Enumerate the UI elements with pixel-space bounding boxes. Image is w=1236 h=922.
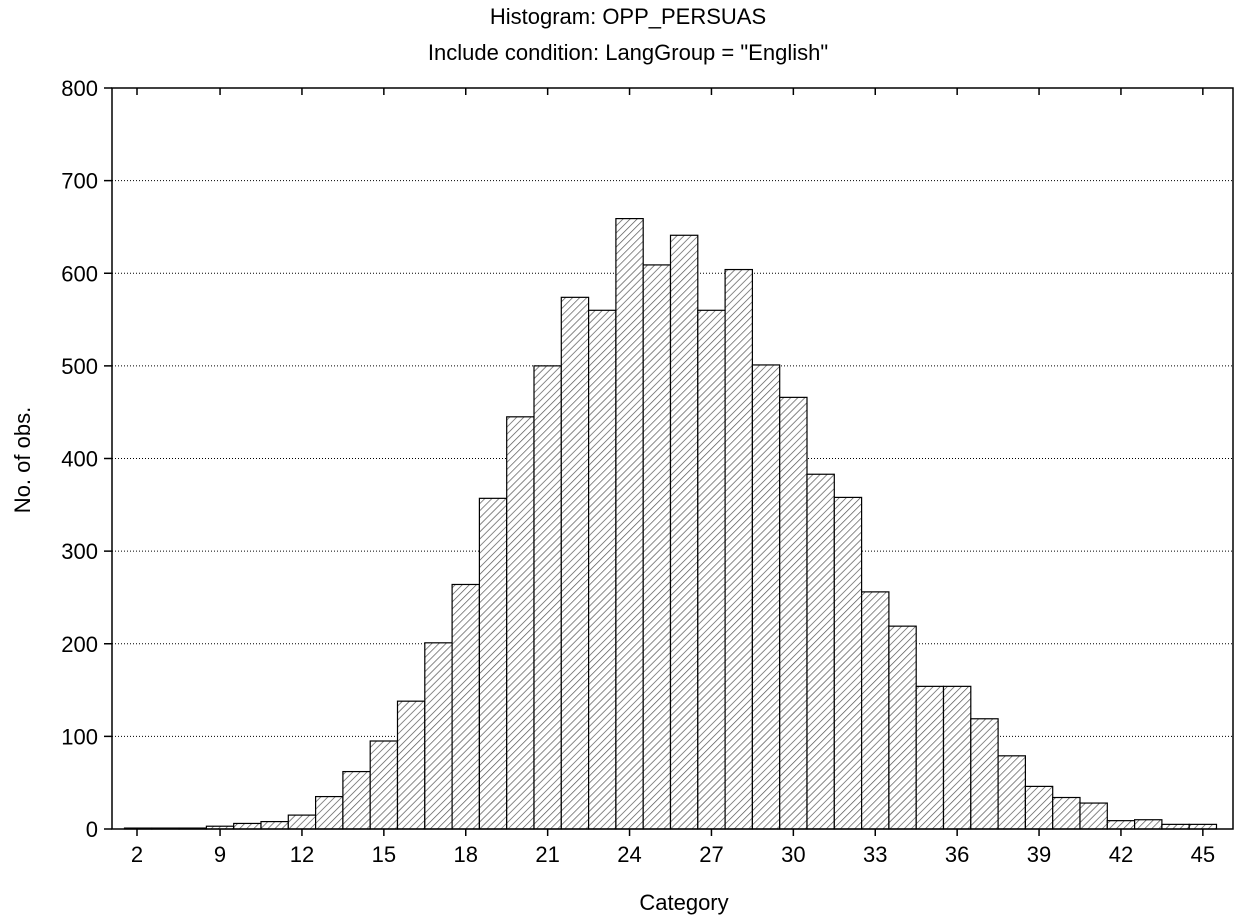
histogram-bar (888, 625, 917, 830)
histogram-bar (724, 268, 753, 830)
x-axis-ticks: 2 9 12 15 18 21 24 27 30 33 36 39 42 45 (131, 88, 1215, 867)
chart-title: Histogram: OPP_PERSUAS (490, 4, 766, 29)
x-tick-label: 18 (454, 842, 478, 867)
x-tick-label: 21 (535, 842, 559, 867)
histogram-bar (533, 365, 562, 830)
histogram-bar (642, 264, 672, 830)
y-axis-ticks: 0 100 200 300 400 500 600 700 800 (61, 76, 112, 842)
histogram-bar (315, 795, 344, 830)
histogram-bar (451, 583, 481, 830)
histogram-bar (233, 822, 262, 830)
y-axis-label: No. of obs. (10, 407, 35, 513)
histogram-bar (860, 591, 890, 830)
y-tick-label: 800 (61, 76, 98, 101)
histogram-bar (697, 309, 726, 830)
histogram-bar (615, 218, 644, 830)
x-tick-label: 36 (945, 842, 969, 867)
histogram-bar (970, 718, 999, 830)
x-tick-label: 12 (290, 842, 314, 867)
x-tick-label: 24 (617, 842, 641, 867)
x-tick-label: 2 (131, 842, 143, 867)
y-tick-label: 200 (61, 632, 98, 657)
x-axis-label: Category (639, 890, 728, 915)
histogram-bar (1106, 820, 1136, 830)
histogram-bar (478, 497, 508, 830)
y-tick-label: 500 (61, 354, 98, 379)
histogram-bar (369, 740, 399, 830)
bars (123, 218, 1218, 830)
histogram-bar (915, 685, 945, 830)
histogram-bar (669, 234, 699, 830)
gridlines (112, 180, 1233, 737)
histogram-bar (506, 416, 535, 830)
y-tick-label: 100 (61, 724, 98, 749)
histogram-bar (424, 642, 453, 830)
x-tick-label: 45 (1191, 842, 1215, 867)
histogram-bar (779, 396, 808, 830)
y-tick-label: 300 (61, 539, 98, 564)
histogram-bar (833, 496, 863, 830)
x-tick-label: 30 (781, 842, 805, 867)
y-tick-label: 0 (86, 817, 98, 842)
histogram-bar (806, 473, 835, 830)
histogram-bar (260, 820, 289, 830)
y-tick-label: 700 (61, 169, 98, 194)
y-tick-label: 400 (61, 447, 98, 472)
histogram-bar (1133, 819, 1163, 830)
histogram-bar (997, 755, 1026, 830)
histogram-bar (1052, 796, 1081, 830)
chart-subtitle: Include condition: LangGroup = "English" (428, 40, 828, 65)
histogram-bar (560, 296, 590, 830)
histogram-bar (396, 700, 426, 830)
x-tick-label: 33 (863, 842, 887, 867)
x-tick-label: 27 (699, 842, 723, 867)
histogram-bar (1024, 785, 1054, 830)
histogram-bar (942, 685, 972, 830)
histogram-bar (342, 770, 371, 830)
histogram-bar (751, 364, 781, 830)
x-tick-label: 39 (1027, 842, 1051, 867)
x-tick-label: 9 (214, 842, 226, 867)
histogram-bar (587, 309, 617, 830)
x-tick-label: 42 (1109, 842, 1133, 867)
histogram-bar (1079, 802, 1108, 830)
histogram-bar (287, 814, 317, 830)
x-tick-label: 15 (372, 842, 396, 867)
y-tick-label: 600 (61, 261, 98, 286)
